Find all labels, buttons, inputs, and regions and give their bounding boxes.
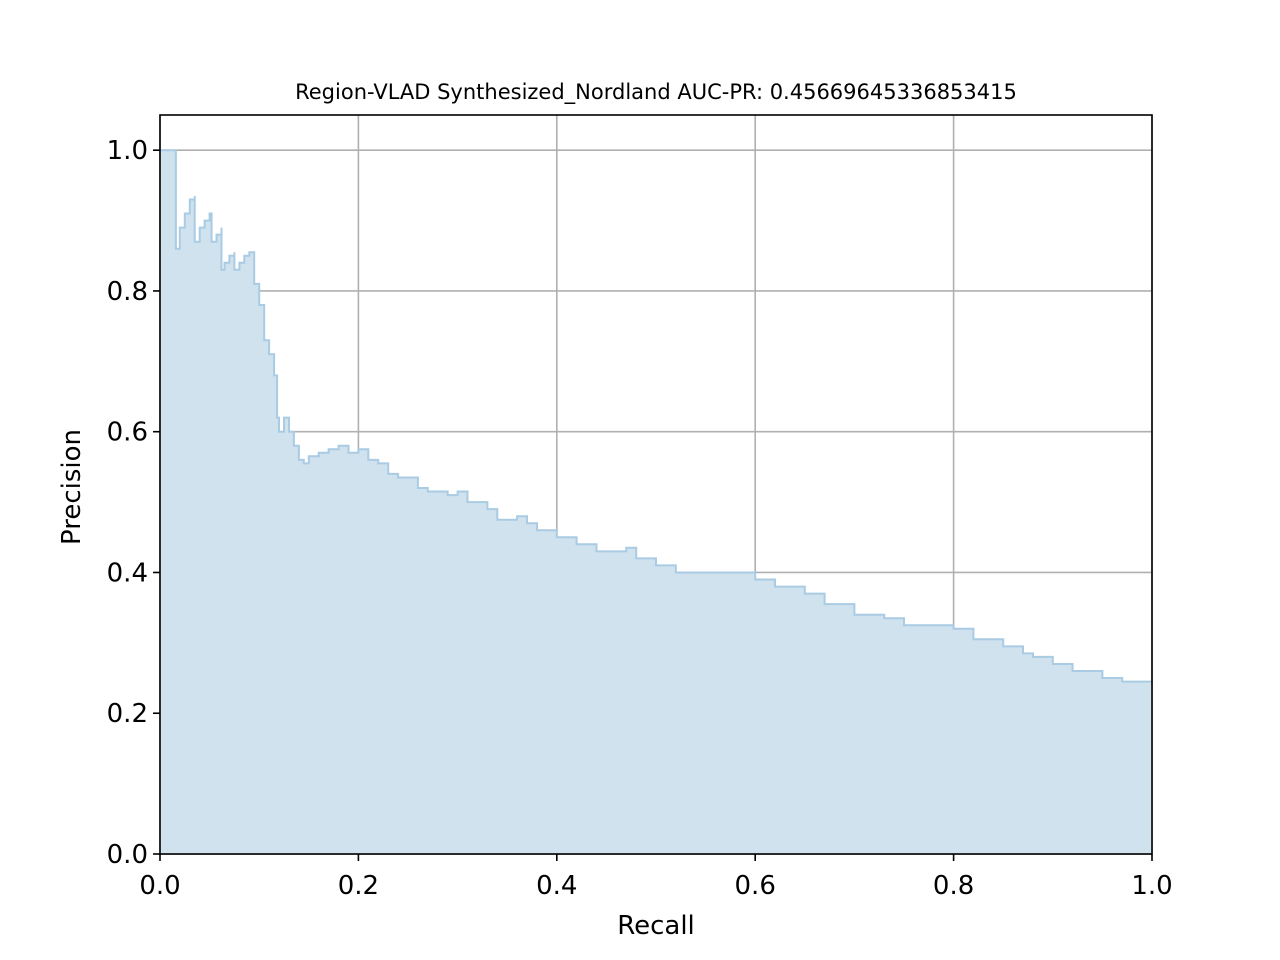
series-line-0: [160, 149, 1153, 686]
y-tick-label-2: 0.4: [107, 558, 148, 588]
y-tick-label-3: 0.6: [107, 418, 148, 448]
y-tick-label-1: 0.2: [107, 699, 148, 729]
y-tick-label-0: 0.0: [107, 840, 148, 870]
x-tick-label-1: 0.2: [338, 871, 379, 901]
x-tick-label-3: 0.6: [735, 871, 776, 901]
x-tick-label-2: 0.4: [536, 871, 577, 901]
x-tick-label-4: 0.8: [933, 871, 974, 901]
x-tick-label-0: 0.0: [139, 871, 180, 901]
chart-title: Region-VLAD Synthesized_Nordland AUC-PR:…: [295, 80, 1017, 105]
series-area-0: [160, 150, 1152, 854]
plot-area: [160, 149, 1153, 854]
y-tick-label-5: 1.0: [107, 136, 148, 166]
y-tick-label-4: 0.8: [107, 277, 148, 307]
x-axis-label: Recall: [617, 911, 695, 941]
x-tick-label-5: 1.0: [1131, 871, 1172, 901]
axes-frame: [159, 114, 1153, 855]
y-axis-label: Precision: [57, 429, 87, 545]
ticks: 0.0 0.2 0.4 0.6 0.8 1.0 0.0 0.2 0.4 0.6 0.8 1.0: [107, 136, 1173, 901]
